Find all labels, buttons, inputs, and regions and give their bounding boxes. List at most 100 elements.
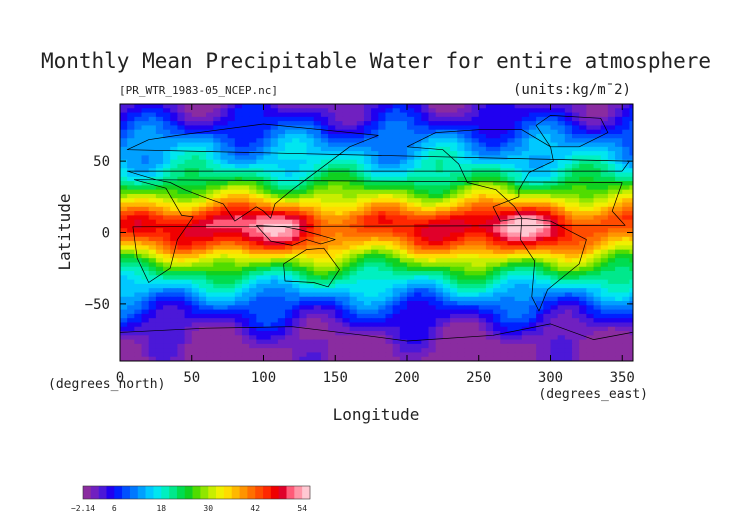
heatmap-cell — [528, 318, 537, 324]
heatmap-cell — [320, 326, 329, 332]
heatmap-cell — [378, 172, 387, 178]
heatmap-cell — [163, 266, 171, 272]
heatmap-cell — [586, 202, 595, 208]
heatmap-cell — [184, 253, 193, 259]
heatmap-cell — [464, 318, 473, 324]
heatmap-cell — [485, 292, 494, 298]
heatmap-cell — [536, 198, 544, 204]
heatmap-cell — [371, 348, 379, 354]
heatmap-cell — [241, 283, 250, 289]
heatmap-cell — [564, 223, 573, 229]
heatmap-cell — [184, 356, 193, 361]
heatmap-cell — [241, 155, 250, 161]
heatmap-cell — [435, 335, 444, 341]
heatmap-cell — [227, 108, 236, 114]
heatmap-cell — [514, 236, 523, 242]
heatmap-cell — [285, 116, 293, 122]
heatmap-cell — [227, 104, 236, 109]
heatmap-cell — [485, 181, 494, 186]
heatmap-cell — [500, 223, 509, 229]
heatmap-cell — [234, 245, 243, 251]
heatmap-cell — [141, 223, 150, 229]
heatmap-cell — [464, 271, 473, 276]
heatmap-cell — [335, 163, 344, 169]
heatmap-cell — [356, 151, 365, 156]
heatmap-cell — [220, 262, 229, 268]
heatmap-cell — [550, 176, 559, 182]
heatmap-cell — [478, 159, 487, 165]
heatmap-cell — [378, 159, 387, 165]
heatmap-cell — [299, 104, 308, 109]
heatmap-cell — [227, 301, 236, 306]
heatmap-cell — [399, 206, 408, 212]
heatmap-cell — [306, 125, 315, 131]
heatmap-cell — [385, 245, 394, 251]
heatmap-cell — [184, 181, 193, 186]
heatmap-cell — [177, 193, 186, 199]
heatmap-cell — [191, 279, 200, 285]
heatmap-cell — [471, 292, 480, 298]
heatmap-cell — [306, 335, 315, 341]
heatmap-cell — [493, 313, 501, 319]
heatmap-cell — [342, 172, 351, 178]
heatmap-cell — [450, 112, 458, 118]
heatmap-cell — [521, 253, 530, 259]
heatmap-cell — [349, 129, 358, 135]
heatmap-cell — [328, 198, 336, 204]
heatmap-cell — [428, 116, 437, 122]
heatmap-cell — [615, 206, 623, 212]
heatmap-cell — [328, 163, 336, 169]
heatmap-cell — [378, 181, 387, 186]
heatmap-cell — [285, 356, 293, 361]
heatmap-cell — [256, 155, 265, 161]
heatmap-cell — [457, 322, 465, 328]
heatmap-cell — [320, 219, 329, 225]
heatmap-cell — [493, 129, 501, 135]
heatmap-cell — [349, 198, 358, 204]
heatmap-cell — [285, 283, 293, 289]
colorbar-tick-label: 30 — [203, 504, 213, 513]
heatmap-cell — [528, 339, 537, 345]
heatmap-cell — [600, 159, 609, 165]
heatmap-cell — [277, 163, 286, 169]
heatmap-cell — [328, 301, 336, 306]
heatmap-cell — [615, 241, 623, 246]
heatmap-cell — [148, 138, 157, 144]
heatmap-cell — [234, 266, 243, 272]
heatmap-cell — [579, 271, 587, 276]
heatmap-cell — [349, 181, 358, 186]
heatmap-cell — [292, 296, 300, 302]
heatmap-cell — [550, 125, 559, 131]
heatmap-cell — [615, 249, 623, 255]
heatmap-cell — [206, 352, 214, 358]
heatmap-cell — [292, 104, 300, 109]
heatmap-cell — [464, 104, 473, 109]
heatmap-cell — [514, 309, 523, 315]
heatmap-cell — [270, 245, 279, 251]
heatmap-cell — [543, 172, 552, 178]
heatmap-cell — [629, 326, 633, 332]
heatmap-cell — [392, 104, 401, 109]
heatmap-cell — [622, 185, 631, 191]
heatmap-cell — [313, 236, 322, 242]
heatmap-cell — [572, 223, 580, 229]
heatmap-cell — [198, 258, 207, 264]
heatmap-cell — [184, 322, 193, 328]
heatmap-cell — [399, 189, 408, 195]
heatmap-cell — [177, 292, 186, 298]
heatmap-cell — [478, 245, 487, 251]
heatmap-cell — [399, 343, 408, 349]
heatmap-cell — [213, 318, 222, 324]
heatmap-cell — [514, 343, 523, 349]
heatmap-cell — [392, 262, 401, 268]
heatmap-cell — [399, 193, 408, 199]
heatmap-cell — [557, 116, 566, 122]
heatmap-cell — [536, 146, 544, 152]
heatmap-cell — [406, 322, 415, 328]
heatmap-cell — [399, 215, 408, 221]
heatmap-cell — [485, 232, 494, 238]
heatmap-cell — [170, 176, 178, 182]
heatmap-cell — [213, 211, 222, 216]
heatmap-cell — [191, 219, 200, 225]
heatmap-cell — [414, 296, 422, 302]
